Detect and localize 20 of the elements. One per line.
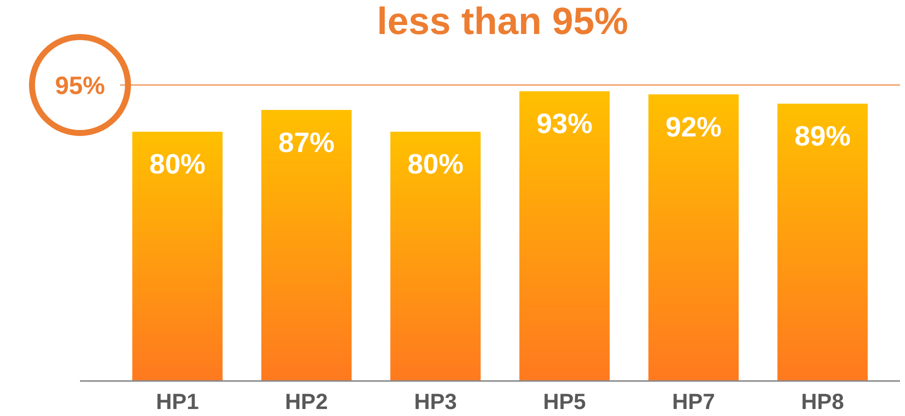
x-tick-label: HP8 — [801, 389, 844, 414]
bar — [261, 110, 352, 381]
x-tick-label: HP1 — [156, 389, 199, 414]
chart-title: less than 95% — [376, 1, 628, 43]
data-label: 80% — [149, 148, 206, 180]
data-label: 87% — [278, 126, 335, 158]
ref-line-label: 95% — [54, 72, 106, 100]
x-tick-label: HP7 — [672, 389, 715, 414]
bar — [648, 94, 739, 381]
x-tick-label: HP2 — [285, 389, 328, 414]
bar — [390, 132, 481, 381]
bar — [777, 104, 868, 381]
bar — [132, 132, 223, 381]
data-label: 93% — [536, 108, 593, 140]
x-tick-label: HP3 — [414, 389, 457, 414]
data-label: 92% — [666, 111, 722, 142]
x-tick-label: HP5 — [543, 389, 586, 414]
data-label: 80% — [407, 148, 464, 180]
bar — [519, 91, 610, 381]
data-label: 89% — [794, 120, 851, 152]
